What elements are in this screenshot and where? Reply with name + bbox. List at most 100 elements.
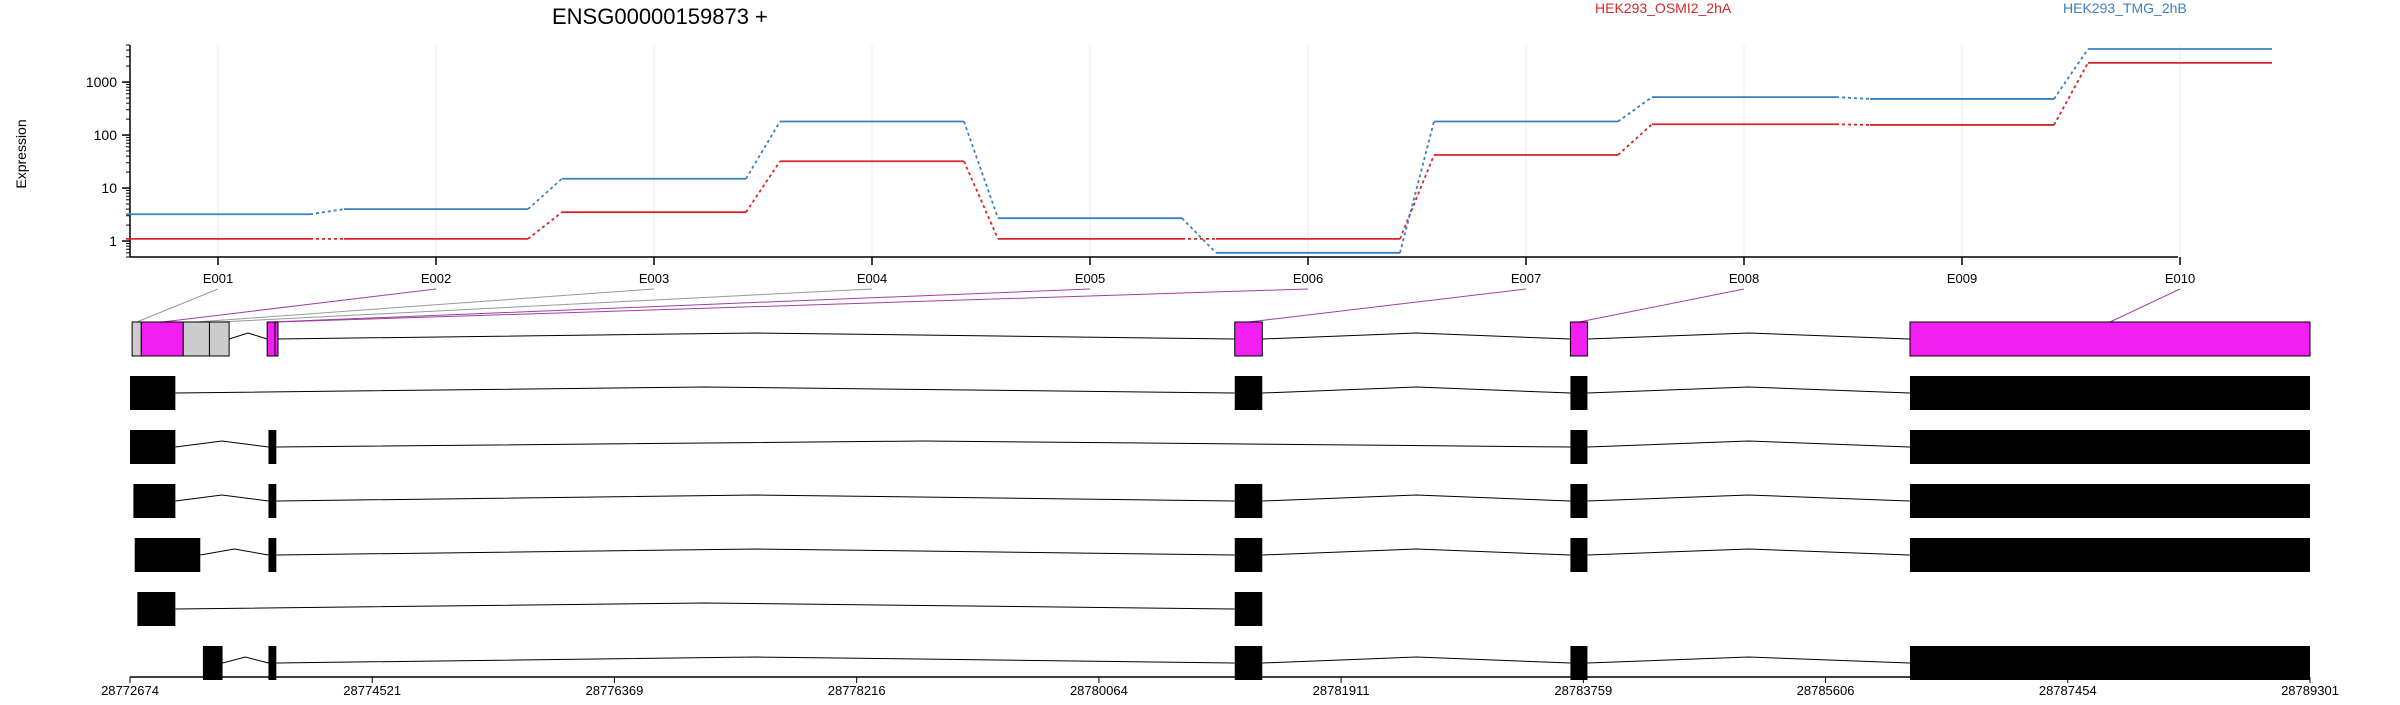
transcript-intron [1262, 494, 1571, 502]
transcript-intron [276, 656, 1235, 664]
transcript-intron [175, 494, 269, 502]
series-layer [126, 48, 2272, 254]
transcript-exon [268, 646, 277, 680]
intron-line [276, 332, 1235, 340]
transcript-exon [137, 592, 176, 626]
gene-model-exon [1909, 321, 2311, 357]
gene-model-exon [1569, 321, 1588, 357]
x-tick-label: E005 [1075, 271, 1105, 286]
transcript-exon [1570, 538, 1588, 572]
exon-link-line [1248, 288, 1527, 323]
labels-layer: ENSG00000159873 + Expression HEK293_OSMI… [13, 0, 2187, 189]
intron-line [1587, 332, 1910, 340]
transcript-exon [1570, 376, 1588, 410]
x-tick-label: E008 [1729, 271, 1759, 286]
series-connector [1835, 123, 1871, 126]
x-tick-label: E003 [639, 271, 669, 286]
genome-tick-label: 28783759 [1554, 683, 1612, 698]
x-tick-label: E007 [1511, 271, 1541, 286]
transcript-exon [1570, 430, 1588, 464]
gene-model-exon [266, 321, 276, 357]
transcript-exon [1909, 484, 2310, 518]
series-connector [1399, 121, 1435, 254]
x-tick-label: E004 [857, 271, 887, 286]
y-tick-label: 100 [94, 127, 118, 143]
intron-line [228, 332, 268, 340]
series-connector [745, 160, 781, 213]
transcript-intron [276, 440, 1571, 448]
transcript-exon [268, 538, 277, 572]
genome-tick-label: 28785606 [1797, 683, 1855, 698]
gene-model-exon [182, 321, 210, 357]
x-tick-label: E006 [1293, 271, 1323, 286]
transcript-exon [202, 646, 223, 680]
transcript-intron [1262, 386, 1571, 394]
series-connector [963, 121, 999, 219]
exon-link-lines [136, 288, 2181, 323]
exon-link-line [271, 288, 1091, 323]
transcript-exon [1234, 484, 1263, 518]
genome-tick-label: 28789301 [2281, 683, 2339, 698]
gene-model-exon [131, 321, 142, 357]
grid-layer [217, 45, 2181, 257]
intron-line [1262, 332, 1571, 340]
genome-tick-label: 28780064 [1070, 683, 1128, 698]
axes-layer: E001 E002 E003 E004 E005 E006 E007 E008 E009 E010… [86, 44, 2339, 698]
genome-tick-label: 28787454 [2039, 683, 2097, 698]
genome-tick-label: 28772674 [101, 683, 159, 698]
series-connector [1399, 154, 1435, 240]
transcript-intron [1587, 656, 1910, 664]
transcript-intron [175, 440, 269, 448]
series-connector [745, 121, 781, 180]
transcript-exon [1909, 646, 2310, 680]
genome-tick-label: 28774521 [343, 683, 401, 698]
transcript-intron [1587, 548, 1910, 556]
series-connector [1617, 96, 1653, 123]
y-tick-label: 10 [101, 180, 117, 196]
transcript-intron [1587, 386, 1910, 394]
series-connector [2053, 48, 2089, 100]
transcript-intron [175, 386, 1235, 394]
transcript-exon [1234, 538, 1263, 572]
gene-model-exon [208, 321, 230, 357]
y-tick-label: 1 [109, 233, 117, 249]
y-axis-label: Expression [13, 119, 29, 188]
transcript-intron [1262, 548, 1571, 556]
x-tick-label: E010 [2165, 271, 2195, 286]
x-tick-label: E002 [421, 271, 451, 286]
series-connector [1835, 96, 1871, 100]
transcript-intron [200, 548, 269, 556]
series-connector [527, 211, 563, 240]
transcript-exon [1234, 376, 1263, 410]
legend-series-2: HEK293_TMG_2hB [2063, 0, 2187, 16]
series-connector [527, 178, 563, 210]
legend-series-1: HEK293_OSMI2_2hA [1595, 0, 1732, 16]
x-tick-label: E009 [1947, 271, 1977, 286]
transcript-intron [1587, 440, 1910, 448]
genome-tick-label: 28778216 [828, 683, 886, 698]
transcript-exon [268, 484, 277, 518]
gene-model-exon [140, 321, 184, 357]
transcript-exon [130, 430, 176, 464]
exon-link-line [1578, 288, 1745, 323]
transcript-exon [1570, 484, 1588, 518]
series-connector [2053, 62, 2089, 126]
gene-model-exon [274, 321, 279, 357]
transcript-exon [1570, 646, 1588, 680]
exon-link-line [219, 288, 873, 323]
transcript-exon [1909, 538, 2310, 572]
transcript-tracks [130, 376, 2310, 680]
exon-link-line [276, 288, 1309, 323]
transcript-exon [1909, 376, 2310, 410]
transcript-exon [134, 538, 201, 572]
exon-link-line [2109, 288, 2181, 323]
x-tick-label: E001 [203, 271, 233, 286]
transcript-exon [133, 484, 176, 518]
series-connector [1181, 217, 1217, 254]
series-connector [963, 160, 999, 240]
chart-title: ENSG00000159873 + [552, 4, 768, 29]
transcript-intron [276, 494, 1235, 502]
transcript-intron [222, 656, 269, 664]
